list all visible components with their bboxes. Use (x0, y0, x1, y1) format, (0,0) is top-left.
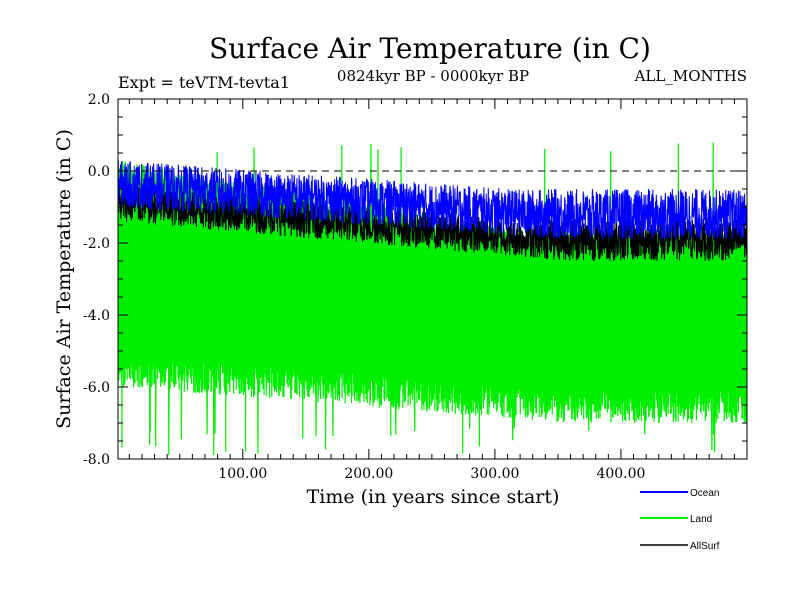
y-tick-label: -8.0 (83, 452, 110, 468)
y-tick-label: -4.0 (83, 308, 110, 324)
experiment-label: Expt = teVTM-tevta1 (118, 73, 290, 92)
plot-area (117, 98, 748, 460)
chart-title: Surface Air Temperature (in C) (209, 32, 651, 65)
x-tick-label: 200.00 (344, 466, 393, 482)
y-tick-label: 0.0 (88, 164, 110, 180)
legend-label-land: Land (690, 514, 712, 525)
y-axis-title: Surface Air Temperature (in C) (53, 129, 75, 429)
time-range-label: 0824kyr BP - 0000kyr BP (337, 67, 529, 85)
tick-layer (118, 98, 747, 460)
y-tick-label: 2.0 (88, 92, 110, 108)
series-layer (117, 142, 748, 456)
months-label: ALL_MONTHS (634, 67, 747, 85)
x-tick-label: 100.00 (218, 466, 267, 482)
x-tick-label: 300.00 (470, 466, 519, 482)
x-axis-title: Time (in years since start) (307, 486, 560, 508)
y-tick-label: -2.0 (83, 236, 110, 252)
y-tick-label: -6.0 (83, 380, 110, 396)
legend-label-allsurf: AllSurf (690, 541, 720, 552)
x-tick-label: 400.00 (596, 466, 645, 482)
legend: Ocean Land AllSurf (640, 488, 720, 552)
legend-label-ocean: Ocean (690, 488, 719, 499)
series-line-ocean (117, 160, 748, 240)
